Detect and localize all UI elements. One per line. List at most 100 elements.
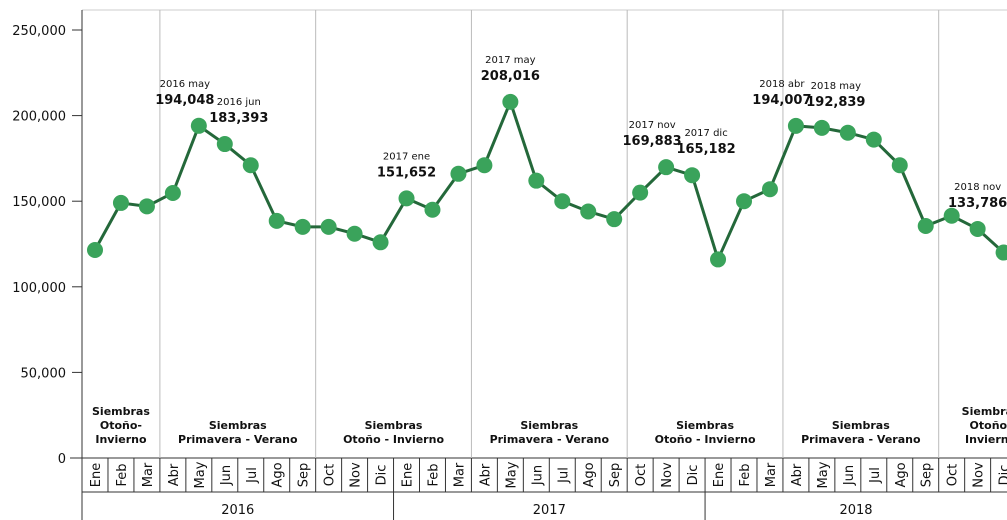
y-tick-label: 0 bbox=[58, 452, 66, 467]
season-label: Invierno bbox=[95, 433, 147, 446]
period-label: 2018 may bbox=[811, 81, 861, 92]
data-label: 194,048 bbox=[155, 93, 214, 108]
data-point bbox=[839, 124, 856, 141]
x-tick-label: Sep bbox=[920, 463, 935, 488]
x-tick-label: Mar bbox=[141, 462, 156, 487]
data-point bbox=[710, 251, 727, 268]
x-tick-label: May bbox=[816, 461, 831, 488]
data-point bbox=[476, 157, 493, 174]
data-point bbox=[736, 193, 752, 210]
period-label: 2017 may bbox=[485, 55, 535, 66]
season-label: Otoño- bbox=[970, 419, 1007, 432]
data-label: 133,786 bbox=[948, 196, 1007, 211]
data-point bbox=[943, 207, 960, 224]
season-label: Siembras bbox=[209, 419, 267, 432]
x-tick-label: Abr bbox=[478, 463, 493, 486]
y-tick-label: 150,000 bbox=[12, 195, 66, 210]
season-label: Siembras bbox=[832, 419, 890, 432]
year-label: 2018 bbox=[839, 503, 872, 518]
season-label: Otoño - Invierno bbox=[655, 433, 756, 446]
data-point bbox=[787, 117, 804, 134]
data-point bbox=[917, 218, 934, 235]
data-label: 192,839 bbox=[806, 95, 865, 110]
x-tick-label: Ene bbox=[712, 463, 727, 487]
data-point bbox=[891, 157, 908, 174]
data-point bbox=[398, 190, 415, 207]
x-tick-label: Feb bbox=[426, 463, 441, 486]
x-tick-label: Jun bbox=[842, 465, 857, 486]
data-label: 194,007 bbox=[752, 93, 811, 108]
x-tick-label: Mar bbox=[452, 462, 467, 487]
season-label: Siembras bbox=[92, 405, 150, 418]
period-label: 2017 nov bbox=[629, 120, 676, 131]
season-label: Primavera - Verano bbox=[801, 433, 921, 446]
y-tick-label: 50,000 bbox=[21, 366, 67, 381]
x-tick-label: Ago bbox=[271, 462, 286, 487]
x-tick-label: Ene bbox=[89, 463, 104, 487]
data-point bbox=[372, 234, 389, 251]
x-tick-label: Oct bbox=[323, 464, 338, 486]
season-label: Primavera - Verano bbox=[490, 433, 610, 446]
data-point bbox=[268, 212, 285, 229]
x-tick-label: Abr bbox=[167, 463, 182, 486]
data-label: 183,393 bbox=[209, 111, 268, 126]
data-point bbox=[813, 119, 830, 136]
year-label: 2017 bbox=[533, 503, 566, 518]
x-tick-label: Ago bbox=[582, 462, 597, 487]
season-label: Siembras bbox=[962, 405, 1007, 418]
x-tick-label: Jul bbox=[556, 467, 571, 484]
period-label: 2017 ene bbox=[383, 151, 430, 162]
period-label: 2018 nov bbox=[954, 182, 1001, 193]
season-label: Siembras bbox=[365, 419, 423, 432]
x-tick-label: Mar bbox=[764, 462, 779, 487]
data-point bbox=[995, 244, 1007, 261]
x-tick-label: Sep bbox=[608, 463, 623, 488]
data-point bbox=[190, 117, 207, 134]
y-tick-label: 100,000 bbox=[12, 281, 66, 296]
data-point bbox=[658, 159, 675, 176]
x-tick-label: Ago bbox=[894, 462, 909, 487]
x-tick-label: Dic bbox=[998, 465, 1007, 486]
data-point bbox=[424, 201, 441, 218]
x-tick-label: Nov bbox=[349, 462, 364, 488]
data-point bbox=[580, 203, 597, 220]
x-tick-label: Feb bbox=[115, 463, 130, 486]
x-tick-label: Jun bbox=[530, 465, 545, 486]
season-label: Siembras bbox=[676, 419, 734, 432]
data-point bbox=[969, 220, 986, 237]
x-tick-label: Jul bbox=[245, 467, 260, 484]
data-point bbox=[164, 184, 181, 201]
period-label: 2016 may bbox=[160, 79, 210, 90]
period-label: 2017 dic bbox=[684, 128, 727, 139]
x-tick-label: Nov bbox=[972, 462, 987, 488]
year-label: 2016 bbox=[221, 503, 254, 518]
y-tick-label: 200,000 bbox=[12, 110, 66, 125]
data-point bbox=[346, 225, 363, 242]
x-tick-label: Dic bbox=[686, 465, 701, 486]
season-label: Invierno bbox=[965, 433, 1007, 446]
x-tick-label: May bbox=[504, 461, 519, 488]
data-point bbox=[320, 218, 337, 235]
data-point bbox=[216, 136, 233, 153]
data-point bbox=[112, 194, 129, 211]
period-label: 2016 jun bbox=[217, 97, 261, 108]
data-label: 165,182 bbox=[676, 142, 735, 157]
season-label: Otoño- bbox=[100, 419, 142, 432]
data-label: 208,016 bbox=[481, 69, 540, 84]
data-label: 151,652 bbox=[377, 165, 436, 180]
data-point bbox=[87, 241, 103, 258]
data-point bbox=[294, 218, 311, 235]
data-point bbox=[528, 172, 545, 189]
data-point bbox=[632, 184, 649, 201]
data-point bbox=[502, 93, 519, 110]
x-tick-label: Oct bbox=[634, 464, 649, 486]
season-label: Siembras bbox=[520, 419, 578, 432]
x-tick-label: Abr bbox=[790, 463, 805, 486]
x-tick-label: Nov bbox=[660, 462, 675, 488]
data-point bbox=[554, 193, 571, 210]
data-point bbox=[761, 181, 778, 198]
x-tick-label: Oct bbox=[946, 464, 961, 486]
x-tick-label: Ene bbox=[401, 463, 416, 487]
x-tick-label: May bbox=[193, 461, 208, 488]
